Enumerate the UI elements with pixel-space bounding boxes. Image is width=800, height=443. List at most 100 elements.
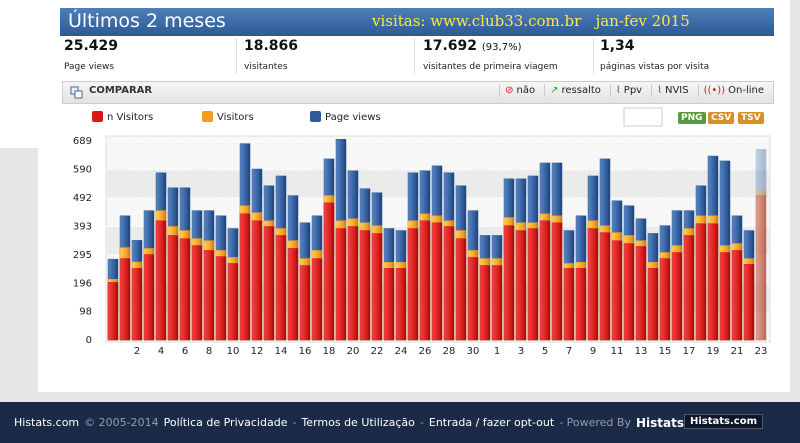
x-tick-label: 30 [467, 346, 480, 357]
bar [407, 228, 419, 341]
x-tick-label: 8 [206, 346, 212, 357]
button-label: On-line [728, 85, 764, 96]
bar [227, 263, 239, 341]
footer-item[interactable]: Política de Privacidade [163, 416, 288, 429]
bar [587, 228, 599, 341]
bar [359, 230, 371, 341]
x-tick-label: 10 [227, 346, 240, 357]
footer-item[interactable]: Termos de Utilização [301, 416, 415, 429]
stat-label: visitantes de primeira viagem [423, 62, 558, 72]
bar [467, 257, 479, 341]
bar [275, 235, 287, 341]
button[interactable]: ⊘ não [499, 84, 540, 97]
bar [119, 258, 131, 341]
bar [695, 223, 707, 341]
bar [383, 268, 395, 341]
bar [251, 220, 263, 341]
x-tick-label: 1 [494, 346, 500, 357]
export-button[interactable]: TSV [738, 112, 764, 124]
x-tick-label: 24 [395, 346, 408, 357]
header-title: Últimos 2 meses [68, 10, 226, 32]
x-tick-label: 12 [251, 346, 264, 357]
bar [347, 226, 359, 341]
stat-label: páginas vistas por visita [600, 62, 710, 72]
bar [335, 228, 347, 341]
stat: 18.866 visitantes [244, 38, 415, 74]
y-tick-label: 295 [73, 250, 92, 261]
bar [311, 258, 323, 341]
footer-item: Histats [635, 416, 684, 430]
bar [131, 268, 143, 341]
legend-label: n Visitors [107, 112, 153, 123]
x-tick-label: 20 [347, 346, 360, 357]
bar [671, 252, 683, 341]
chart-type-icons [623, 107, 663, 127]
bar [239, 213, 251, 341]
y-tick-label: 0 [86, 335, 92, 346]
legend-swatch [202, 111, 213, 122]
button-label: ressalto [561, 85, 601, 96]
bar [431, 222, 443, 341]
export-button[interactable]: CSV [708, 112, 735, 124]
footer-item: - [419, 416, 424, 429]
legend-swatch [92, 111, 103, 122]
bar [455, 238, 467, 341]
x-tick-label: 18 [323, 346, 336, 357]
compare-icon [70, 86, 83, 99]
export-button[interactable]: PNG [678, 112, 706, 124]
bar [563, 268, 575, 341]
y-tick-label: 196 [73, 278, 92, 289]
bar [707, 223, 719, 341]
x-tick-label: 21 [731, 346, 744, 357]
footer-item[interactable]: Entrada / fazer opt-out [428, 416, 555, 429]
bar [443, 226, 455, 341]
x-tick-label: 14 [275, 346, 288, 357]
left-area [0, 0, 38, 148]
bar [167, 235, 179, 341]
x-tick-label: 2 [134, 346, 140, 357]
legend-label: Visitors [217, 112, 254, 123]
y-tick-label: 98 [79, 307, 92, 318]
stat: 25.429 Page views [64, 38, 237, 74]
bar [743, 264, 755, 341]
bar [395, 268, 407, 341]
toolbar-buttons: ⊘ não ↗ ressalto ⌇ Ppv ⌇ NVIS ((•)) On-line [499, 84, 769, 97]
stat-value: 1,34 [600, 38, 635, 54]
button[interactable]: ↗ ressalto [544, 84, 606, 97]
bar [215, 256, 227, 341]
footer: Histats.com © 2005-2014 Política de Privac… [0, 402, 800, 443]
bar [419, 220, 431, 341]
bar [611, 240, 623, 341]
x-tick-label: 22 [371, 346, 384, 357]
bar [719, 252, 731, 341]
button[interactable]: ⌇ Ppv [609, 84, 647, 97]
stat-label: Page views [64, 62, 115, 72]
button[interactable]: ((•)) On-line [697, 84, 769, 97]
header: Últimos 2 meses visitas: www.club33.com.… [60, 8, 774, 36]
bar [683, 235, 695, 341]
x-tick-label: 15 [659, 346, 672, 357]
button[interactable]: ⌇ NVIS [651, 84, 694, 97]
bar [371, 233, 383, 341]
stat: 1,34 páginas vistas por visita [600, 38, 772, 74]
bar [539, 220, 551, 341]
bar [191, 245, 203, 341]
bar [635, 246, 647, 341]
footer-item: - [292, 416, 297, 429]
stat-value: 25.429 [64, 38, 119, 54]
x-tick-label: 9 [590, 346, 596, 357]
button-label: Ppv [623, 85, 643, 96]
stat-value: 17.692 [423, 38, 478, 54]
x-tick-label: 13 [635, 346, 648, 357]
stat-value: 17.692 (93,7%) [423, 38, 593, 54]
x-tick-label: 28 [443, 346, 456, 357]
bar [503, 225, 515, 341]
bar [575, 268, 587, 341]
x-tick-label: 4 [158, 346, 164, 357]
button-label: não [516, 85, 536, 96]
bar [623, 243, 635, 341]
bar [203, 250, 215, 341]
footer-item: © 2005-2014 [84, 416, 159, 429]
